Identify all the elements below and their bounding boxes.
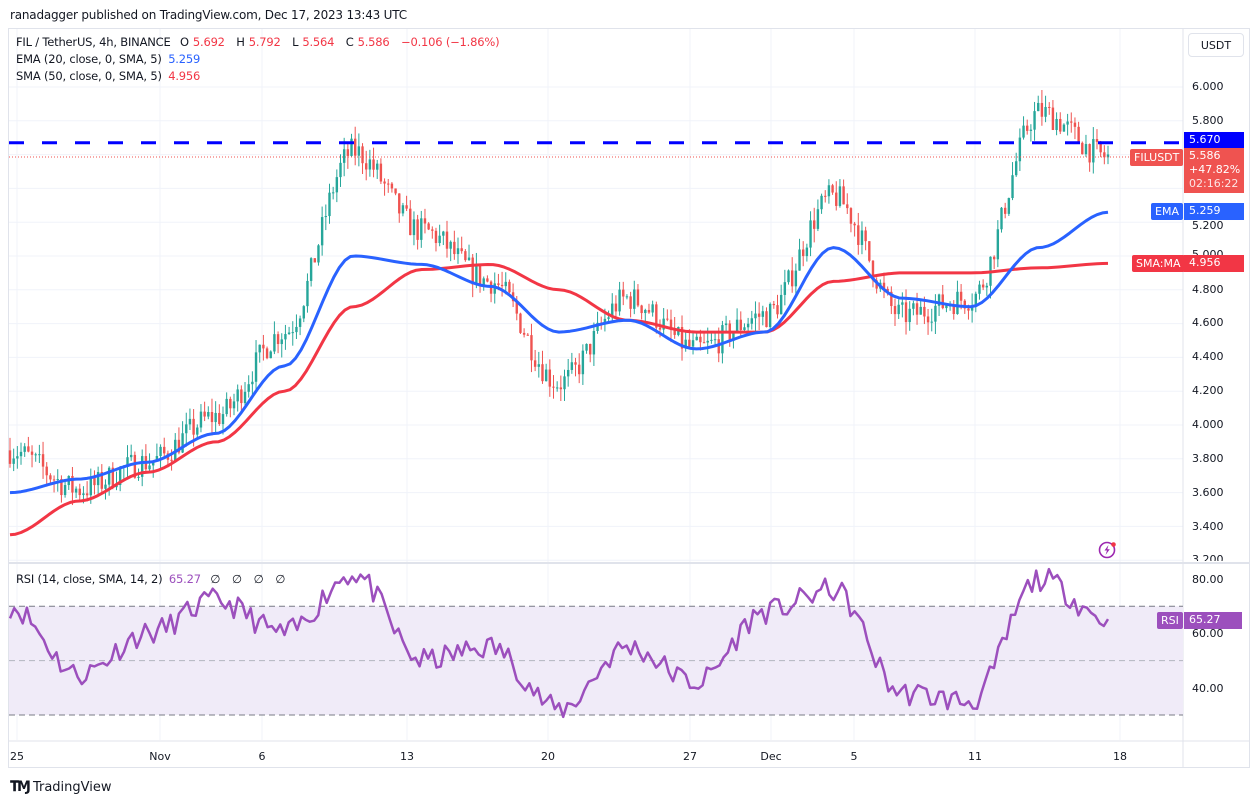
close-label: C — [345, 35, 354, 49]
ema-label: EMA (20, close, 0, SMA, 5) — [16, 52, 162, 66]
last-price: 5.586 — [1189, 149, 1221, 162]
ema-tag: EMA — [1151, 203, 1183, 220]
rsi-legend[interactable]: RSI (14, close, SMA, 14, 2) 65.27 ∅ ∅ ∅ … — [16, 572, 289, 586]
price-tick: 3.600 — [1192, 486, 1224, 499]
resistance-price-label: 5.670 — [1184, 132, 1244, 148]
lightning-alert-icon[interactable] — [1098, 540, 1118, 560]
open-value: 5.692 — [192, 35, 225, 49]
price-tick: 5.200 — [1192, 219, 1224, 232]
rsi-tick: 80.00 — [1192, 573, 1224, 586]
tradingview-brand: TradingView — [32, 779, 112, 795]
chart-frame — [8, 28, 1250, 768]
price-tick: 3.200 — [1192, 553, 1224, 561]
time-tick: 13 — [400, 750, 414, 763]
ema-value: 5.259 — [168, 52, 201, 66]
close-value: 5.586 — [357, 35, 390, 49]
tradingview-logo[interactable]: 𝐓Ɱ TradingView — [10, 779, 112, 795]
price-tick: 4.600 — [1192, 316, 1224, 329]
rsi-line — [8, 567, 1110, 719]
time-tick: 6 — [258, 750, 266, 763]
change-value: −0.106 (−1.86%) — [401, 35, 500, 49]
tradingview-mark-icon: 𝐓Ɱ — [10, 779, 31, 795]
currency-button[interactable]: USDT — [1188, 33, 1244, 57]
price-tick: 6.000 — [1192, 80, 1224, 93]
time-tick: 27 — [683, 750, 697, 763]
price-tick: 4.200 — [1192, 384, 1224, 397]
price-tick: 5.800 — [1192, 114, 1224, 127]
price-tick: 4.800 — [1192, 283, 1224, 296]
rsi-tick: 60.00 — [1192, 627, 1224, 640]
rsi-extra-values: ∅ ∅ ∅ ∅ — [210, 572, 290, 586]
ema-price-label: 5.259 — [1184, 203, 1244, 220]
last-price-box: 5.586 +47.82% 02:16:22 — [1184, 148, 1244, 193]
sma-tag: SMA:MA — [1132, 255, 1185, 272]
rsi-label: RSI (14, close, SMA, 14, 2) — [16, 572, 163, 586]
sma-legend[interactable]: SMA (50, close, 0, SMA, 5) 4.956 — [16, 69, 200, 83]
price-tick: 3.800 — [1192, 452, 1224, 465]
high-value: 5.792 — [248, 35, 281, 49]
sma-value: 4.956 — [168, 69, 201, 83]
ema-legend[interactable]: EMA (20, close, 0, SMA, 5) 5.259 — [16, 52, 200, 66]
rsi-tick: 40.00 — [1192, 682, 1224, 695]
published-caption: ranadagger published on TradingView.com,… — [10, 8, 407, 22]
symbol-legend: FIL / TetherUS, 4h, BINANCE O 5.692 H 5.79… — [16, 35, 503, 49]
low-value: 5.564 — [302, 35, 335, 49]
ema-20-line — [9, 210, 1109, 495]
time-tick: 25 — [10, 750, 24, 763]
candles — [8, 90, 1110, 506]
sma-label: SMA (50, close, 0, SMA, 5) — [16, 69, 162, 83]
open-label: O — [180, 35, 189, 49]
time-tick: 11 — [968, 750, 982, 763]
low-label: L — [292, 35, 299, 49]
rsi-value-label: 65.27 — [1184, 612, 1242, 629]
price-tick: 4.400 — [1192, 350, 1224, 363]
symbol-name: FIL / TetherUS, 4h, BINANCE — [16, 35, 171, 49]
sma-50-line — [9, 261, 1109, 537]
time-tick: 20 — [541, 750, 555, 763]
rsi-band — [9, 606, 1183, 715]
time-tick: 18 — [1113, 750, 1127, 763]
rsi-legend-value: 65.27 — [168, 572, 201, 586]
time-tick: Dec — [760, 750, 782, 763]
symbol-tag: FILUSDT — [1130, 149, 1184, 166]
high-label: H — [236, 35, 245, 49]
sma-price-label: 4.956 — [1184, 255, 1244, 272]
time-tick: Nov — [149, 750, 171, 763]
price-tick: 4.000 — [1192, 418, 1224, 431]
bar-countdown: 02:16:22 — [1189, 177, 1239, 190]
price-tick: 3.400 — [1192, 520, 1224, 533]
rsi-tag: RSI — [1157, 612, 1183, 629]
last-change-pct: +47.82% — [1189, 163, 1241, 176]
time-tick: 5 — [850, 750, 858, 763]
